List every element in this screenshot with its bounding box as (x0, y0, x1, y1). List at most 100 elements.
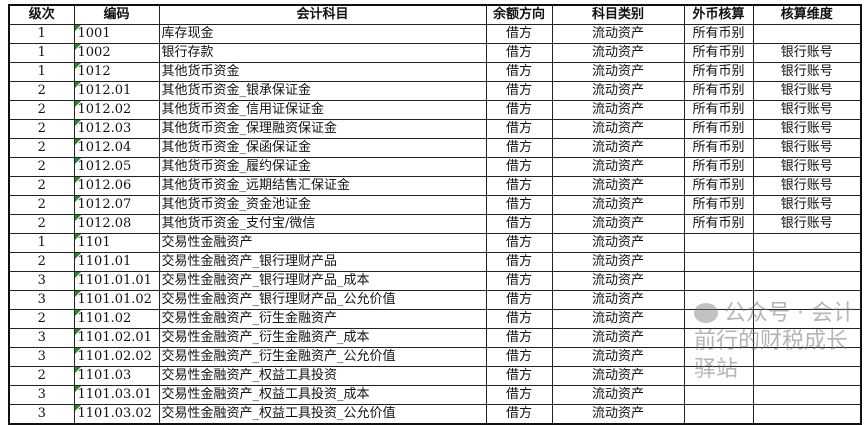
table-cell[interactable]: 3 (8, 347, 75, 367)
table-cell[interactable]: 流动资产 (551, 214, 685, 234)
table-cell[interactable]: 流动资产 (551, 290, 685, 310)
table-cell[interactable]: 1012.02 (73, 100, 160, 120)
table-cell[interactable]: 借方 (485, 81, 553, 101)
table-cell[interactable]: 流动资产 (551, 195, 685, 215)
table-cell[interactable]: 3 (8, 290, 75, 310)
table-cell[interactable]: 其他货币资金_信用证保证金 (158, 100, 487, 120)
table-cell[interactable] (683, 252, 754, 272)
table-cell[interactable]: 借方 (485, 404, 553, 425)
table-cell[interactable]: 借方 (485, 328, 553, 348)
table-cell[interactable]: 所有币别 (683, 62, 754, 82)
table-cell[interactable]: 借方 (485, 157, 553, 177)
table-cell[interactable]: 流动资产 (551, 385, 685, 405)
table-cell[interactable] (752, 271, 862, 291)
table-cell[interactable]: 银行账号 (752, 43, 862, 63)
table-cell[interactable]: 所有币别 (683, 81, 754, 101)
table-cell[interactable]: 1 (8, 24, 75, 44)
table-cell[interactable]: 交易性金融资产_衍生金融资产 (158, 309, 487, 329)
table-cell[interactable]: 银行账号 (752, 100, 862, 120)
table-cell[interactable]: 银行账号 (752, 214, 862, 234)
table-cell[interactable]: 交易性金融资产_银行理财产品_公允价值 (158, 290, 487, 310)
table-cell[interactable]: 借方 (485, 62, 553, 82)
table-cell[interactable]: 其他货币资金_保函保证金 (158, 138, 487, 158)
table-cell[interactable]: 借方 (485, 233, 553, 253)
table-cell[interactable]: 交易性金融资产_衍生金融资产_成本 (158, 328, 487, 348)
table-cell[interactable]: 1012.05 (73, 157, 160, 177)
table-cell[interactable]: 其他货币资金_支付宝/微信 (158, 214, 487, 234)
table-cell[interactable]: 借方 (485, 290, 553, 310)
table-cell[interactable]: 2 (8, 81, 75, 101)
table-cell[interactable]: 交易性金融资产_权益工具投资_公允价值 (158, 404, 487, 425)
table-cell[interactable]: 所有币别 (683, 195, 754, 215)
table-cell[interactable]: 交易性金融资产_银行理财产品 (158, 252, 487, 272)
table-cell[interactable]: 1101.01 (73, 252, 160, 272)
table-cell[interactable]: 银行账号 (752, 81, 862, 101)
table-cell[interactable]: 1 (8, 62, 75, 82)
table-cell[interactable]: 交易性金融资产 (158, 233, 487, 253)
table-cell[interactable]: 流动资产 (551, 347, 685, 367)
table-cell[interactable]: 3 (8, 271, 75, 291)
table-cell[interactable]: 所有币别 (683, 138, 754, 158)
table-cell[interactable]: 借方 (485, 366, 553, 386)
table-cell[interactable]: 流动资产 (551, 404, 685, 425)
table-cell[interactable]: 1001 (73, 24, 160, 44)
table-cell[interactable]: 交易性金融资产_权益工具投资_成本 (158, 385, 487, 405)
table-cell[interactable]: 借方 (485, 271, 553, 291)
table-cell[interactable]: 借方 (485, 252, 553, 272)
table-cell[interactable]: 1101.03.02 (73, 404, 160, 425)
table-cell[interactable]: 借方 (485, 195, 553, 215)
table-cell[interactable]: 银行账号 (752, 62, 862, 82)
table-cell[interactable]: 借方 (485, 138, 553, 158)
table-cell[interactable]: 流动资产 (551, 43, 685, 63)
table-cell[interactable]: 流动资产 (551, 233, 685, 253)
table-cell[interactable]: 借方 (485, 309, 553, 329)
table-cell[interactable]: 3 (8, 404, 75, 425)
table-cell[interactable]: 1101.02.01 (73, 328, 160, 348)
table-cell[interactable]: 2 (8, 366, 75, 386)
table-cell[interactable]: 银行账号 (752, 176, 862, 196)
table-cell[interactable] (683, 271, 754, 291)
table-cell[interactable]: 银行账号 (752, 195, 862, 215)
table-cell[interactable]: 2 (8, 176, 75, 196)
table-cell[interactable] (683, 233, 754, 253)
table-cell[interactable]: 流动资产 (551, 100, 685, 120)
table-cell[interactable]: 交易性金融资产_银行理财产品_成本 (158, 271, 487, 291)
table-cell[interactable]: 流动资产 (551, 176, 685, 196)
table-cell[interactable] (683, 404, 754, 425)
table-cell[interactable]: 流动资产 (551, 328, 685, 348)
table-cell[interactable]: 其他货币资金_银承保证金 (158, 81, 487, 101)
table-cell[interactable]: 1012.07 (73, 195, 160, 215)
table-cell[interactable]: 2 (8, 100, 75, 120)
table-cell[interactable]: 交易性金融资产_权益工具投资 (158, 366, 487, 386)
table-cell[interactable]: 1101.02 (73, 309, 160, 329)
table-cell[interactable]: 借方 (485, 385, 553, 405)
table-cell[interactable]: 流动资产 (551, 366, 685, 386)
table-cell[interactable]: 流动资产 (551, 271, 685, 291)
table-cell[interactable]: 3 (8, 328, 75, 348)
table-cell[interactable]: 2 (8, 195, 75, 215)
table-cell[interactable]: 借方 (485, 119, 553, 139)
table-cell[interactable]: 借方 (485, 214, 553, 234)
table-cell[interactable]: 借方 (485, 24, 553, 44)
table-cell[interactable]: 所有币别 (683, 176, 754, 196)
table-cell[interactable]: 3 (8, 385, 75, 405)
table-cell[interactable]: 所有币别 (683, 43, 754, 63)
table-cell[interactable]: 2 (8, 309, 75, 329)
table-cell[interactable]: 其他货币资金_远期结售汇保证金 (158, 176, 487, 196)
table-cell[interactable]: 借方 (485, 347, 553, 367)
table-cell[interactable] (752, 24, 862, 44)
table-cell[interactable]: 2 (8, 119, 75, 139)
table-cell[interactable] (752, 252, 862, 272)
table-cell[interactable]: 所有币别 (683, 214, 754, 234)
table-cell[interactable]: 银行账号 (752, 138, 862, 158)
table-cell[interactable]: 1 (8, 233, 75, 253)
table-cell[interactable]: 流动资产 (551, 119, 685, 139)
table-cell[interactable]: 借方 (485, 43, 553, 63)
table-cell[interactable]: 1012 (73, 62, 160, 82)
table-cell[interactable]: 1012.08 (73, 214, 160, 234)
table-cell[interactable]: 流动资产 (551, 24, 685, 44)
table-cell[interactable]: 其他货币资金 (158, 62, 487, 82)
table-cell[interactable]: 其他货币资金_资金池证金 (158, 195, 487, 215)
table-cell[interactable]: 流动资产 (551, 157, 685, 177)
table-cell[interactable]: 所有币别 (683, 157, 754, 177)
